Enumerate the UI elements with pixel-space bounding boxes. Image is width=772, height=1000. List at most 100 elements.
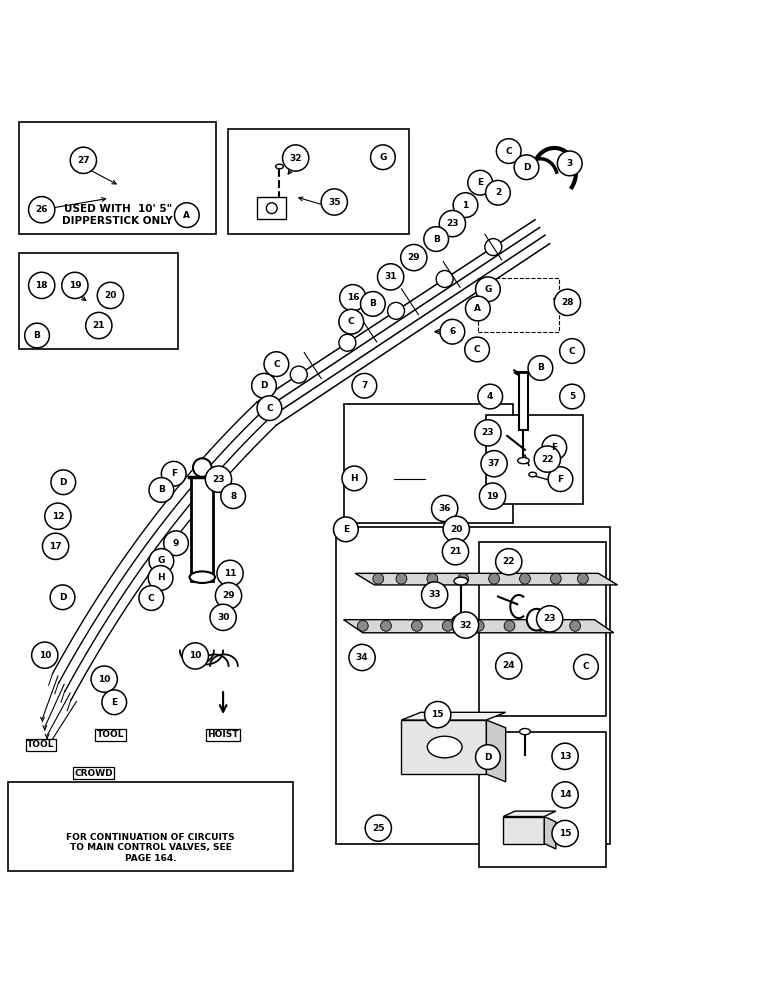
Circle shape xyxy=(424,227,449,251)
Ellipse shape xyxy=(527,609,546,630)
Circle shape xyxy=(542,435,567,460)
Text: 13: 13 xyxy=(559,752,571,761)
Text: FOR CONTINUATION OF CIRCUITS
TO MAIN CONTROL VALVES, SEE
PAGE 164.: FOR CONTINUATION OF CIRCUITS TO MAIN CON… xyxy=(66,833,235,863)
Text: 4: 4 xyxy=(487,392,493,401)
Circle shape xyxy=(91,666,117,692)
Circle shape xyxy=(283,145,309,171)
Circle shape xyxy=(560,384,584,409)
Circle shape xyxy=(481,451,507,477)
Circle shape xyxy=(42,533,69,559)
Text: 6: 6 xyxy=(449,327,455,336)
Circle shape xyxy=(365,815,391,841)
Bar xyxy=(191,477,213,581)
Circle shape xyxy=(290,366,307,383)
Circle shape xyxy=(466,296,490,321)
Circle shape xyxy=(161,461,186,486)
Text: 19: 19 xyxy=(69,281,81,290)
Circle shape xyxy=(215,583,242,609)
Circle shape xyxy=(574,654,598,679)
Text: D: D xyxy=(59,593,66,602)
Circle shape xyxy=(534,446,560,472)
Circle shape xyxy=(50,585,75,610)
Circle shape xyxy=(479,483,506,509)
Circle shape xyxy=(548,467,573,492)
Circle shape xyxy=(570,620,581,631)
Circle shape xyxy=(361,292,385,316)
Text: 28: 28 xyxy=(561,298,574,307)
Ellipse shape xyxy=(452,615,469,624)
Circle shape xyxy=(193,458,212,477)
Text: 20: 20 xyxy=(450,525,462,534)
Circle shape xyxy=(552,743,578,769)
Bar xyxy=(257,197,286,219)
Text: 25: 25 xyxy=(372,824,384,833)
Text: 26: 26 xyxy=(36,205,48,214)
Circle shape xyxy=(388,302,405,319)
Text: 34: 34 xyxy=(356,653,368,662)
Text: B: B xyxy=(370,299,376,308)
Circle shape xyxy=(221,484,245,508)
Text: CROWD: CROWD xyxy=(74,769,113,778)
Circle shape xyxy=(560,339,584,363)
Circle shape xyxy=(485,239,502,256)
Circle shape xyxy=(373,573,384,584)
Text: D: D xyxy=(260,381,268,390)
Text: B: B xyxy=(433,235,439,244)
Circle shape xyxy=(252,373,276,398)
Text: G: G xyxy=(157,556,165,565)
Circle shape xyxy=(443,516,469,542)
Circle shape xyxy=(552,782,578,808)
Circle shape xyxy=(352,373,377,398)
Text: 36: 36 xyxy=(438,504,451,513)
Circle shape xyxy=(257,396,282,420)
Polygon shape xyxy=(401,712,506,720)
Text: 29: 29 xyxy=(408,253,420,262)
Circle shape xyxy=(557,151,582,176)
Bar xyxy=(479,542,606,716)
Circle shape xyxy=(210,604,236,630)
Circle shape xyxy=(489,573,499,584)
Circle shape xyxy=(520,573,530,584)
Circle shape xyxy=(550,573,561,584)
Text: 18: 18 xyxy=(36,281,48,290)
Text: 33: 33 xyxy=(428,590,441,599)
Text: 35: 35 xyxy=(328,198,340,207)
Text: 32: 32 xyxy=(290,154,302,163)
Circle shape xyxy=(371,145,395,170)
Circle shape xyxy=(45,503,71,529)
Text: 29: 29 xyxy=(222,591,235,600)
Text: 11: 11 xyxy=(224,569,236,578)
Text: 21: 21 xyxy=(449,547,462,556)
Text: 15: 15 xyxy=(559,829,571,838)
Bar xyxy=(344,403,513,523)
Text: 17: 17 xyxy=(49,542,62,551)
Text: 9: 9 xyxy=(173,539,179,548)
Text: F: F xyxy=(551,443,557,452)
Text: H: H xyxy=(157,573,164,582)
Circle shape xyxy=(436,270,453,287)
Circle shape xyxy=(422,582,448,608)
Text: C: C xyxy=(506,147,512,156)
Text: 10: 10 xyxy=(39,651,51,660)
Text: 31: 31 xyxy=(384,272,397,281)
Circle shape xyxy=(86,312,112,339)
Text: 2: 2 xyxy=(495,188,501,197)
Circle shape xyxy=(554,289,581,315)
Circle shape xyxy=(496,653,522,679)
Bar xyxy=(336,527,610,844)
Circle shape xyxy=(25,323,49,348)
Polygon shape xyxy=(344,620,614,633)
Text: B: B xyxy=(158,485,164,494)
Circle shape xyxy=(32,642,58,668)
Text: 23: 23 xyxy=(446,219,459,228)
Circle shape xyxy=(164,531,188,556)
Circle shape xyxy=(182,643,208,669)
Circle shape xyxy=(102,690,127,715)
Text: 15: 15 xyxy=(432,710,444,719)
Polygon shape xyxy=(486,720,506,782)
Circle shape xyxy=(339,334,356,351)
Circle shape xyxy=(149,478,174,502)
Circle shape xyxy=(442,539,469,565)
Circle shape xyxy=(468,170,493,195)
Circle shape xyxy=(342,466,367,491)
